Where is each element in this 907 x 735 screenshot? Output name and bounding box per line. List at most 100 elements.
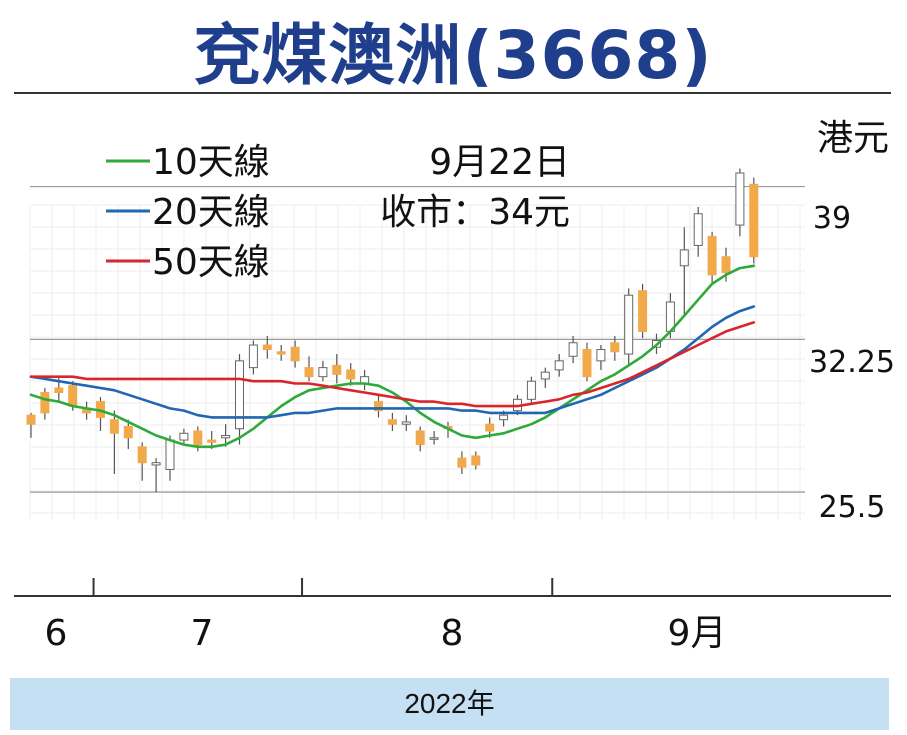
candle <box>123 419 133 450</box>
candle-body <box>54 387 64 394</box>
candle <box>221 424 231 447</box>
candle-body <box>165 439 175 470</box>
candle <box>235 354 244 445</box>
candle-body <box>304 367 314 378</box>
candle-body <box>262 344 272 351</box>
top-rule <box>14 92 891 94</box>
ma50-line <box>29 321 756 408</box>
x-label-june: 6 <box>45 613 68 654</box>
candle <box>276 345 286 361</box>
candle-body <box>290 346 300 362</box>
candle <box>596 345 606 370</box>
candle <box>429 431 439 445</box>
background-grid <box>29 204 805 520</box>
candle <box>318 360 328 382</box>
legend: 10天線 20天線 50天線 <box>106 142 270 283</box>
candle-body <box>68 385 78 407</box>
candle-body <box>749 183 759 258</box>
candle-body <box>596 349 606 362</box>
y-tick-32-25: 32.25 <box>809 345 895 380</box>
candle-body <box>735 172 745 226</box>
candle-body <box>276 351 286 355</box>
candle-body <box>429 437 439 440</box>
candle <box>554 354 564 377</box>
candle-body <box>610 342 620 353</box>
candle <box>457 451 467 474</box>
candle <box>387 412 397 431</box>
candle-body <box>387 419 397 425</box>
candle <box>749 177 759 264</box>
candle-body <box>582 349 592 378</box>
candle <box>693 206 703 257</box>
price-chart: 港元 39 32.25 25.5 10天線 20天線 50天線 9月22日 收市… <box>14 118 895 654</box>
candle <box>40 388 50 420</box>
candle-body <box>207 439 217 443</box>
legend-ma20: 20天線 <box>152 192 270 233</box>
candle <box>346 363 356 386</box>
candle <box>179 428 189 445</box>
candle-body <box>193 430 203 446</box>
footer-year: 2022年 <box>404 688 495 719</box>
candle-body <box>707 235 717 276</box>
candle-body <box>554 360 564 371</box>
chart-title: 兗煤澳洲(3668) <box>194 17 713 94</box>
candle-body <box>235 360 244 430</box>
candle-body <box>248 344 258 369</box>
candle-body <box>26 414 36 425</box>
annotation-close: 收市：34元 <box>380 192 570 233</box>
candle-body <box>638 290 648 332</box>
candle-body <box>332 364 342 375</box>
candle-body <box>624 294 634 355</box>
candle-body <box>499 414 509 421</box>
candle-body <box>693 213 703 246</box>
footer-year-band: 2022年 <box>10 678 889 730</box>
candle <box>332 354 342 384</box>
y-tick-25-5: 25.5 <box>819 490 886 525</box>
candle-body <box>123 425 133 439</box>
candle-body <box>415 430 425 446</box>
candle <box>735 168 745 237</box>
candle <box>679 227 689 316</box>
x-label-august: 8 <box>441 613 464 654</box>
candle <box>109 410 119 474</box>
candle-body <box>137 446 147 464</box>
candle <box>82 401 92 420</box>
candle-body <box>151 462 161 466</box>
candle <box>638 283 648 339</box>
candle <box>290 340 300 368</box>
candle-body <box>374 401 383 412</box>
candle-body <box>457 457 467 468</box>
candle-body <box>109 419 119 434</box>
x-axis-ticks <box>92 578 554 596</box>
candle-body <box>179 432 189 441</box>
candle <box>471 451 481 470</box>
x-label-july: 7 <box>191 613 214 654</box>
candle <box>26 412 36 438</box>
candle <box>568 335 578 364</box>
legend-ma50: 50天線 <box>152 242 270 283</box>
candle <box>624 288 634 366</box>
candle <box>96 397 105 431</box>
y-unit-label: 港元 <box>817 118 889 159</box>
moving-average-lines <box>29 264 756 449</box>
candle <box>582 342 592 382</box>
candle <box>610 335 620 361</box>
candle <box>415 426 425 452</box>
candle <box>540 367 550 388</box>
candle <box>707 231 717 284</box>
x-label-september: 9月 <box>668 613 727 654</box>
candle-body <box>568 342 578 357</box>
candle-body <box>679 249 689 267</box>
candle-body <box>318 367 328 378</box>
candle-body <box>346 369 356 380</box>
candle <box>526 376 536 404</box>
candle <box>360 369 370 391</box>
candle <box>151 458 161 493</box>
ma10-line <box>29 264 756 449</box>
candle <box>374 394 383 418</box>
candle <box>401 415 411 431</box>
candle-body <box>471 455 481 466</box>
candle-body <box>221 435 231 439</box>
candle <box>262 335 272 359</box>
annotation-date: 9月22日 <box>429 142 570 183</box>
